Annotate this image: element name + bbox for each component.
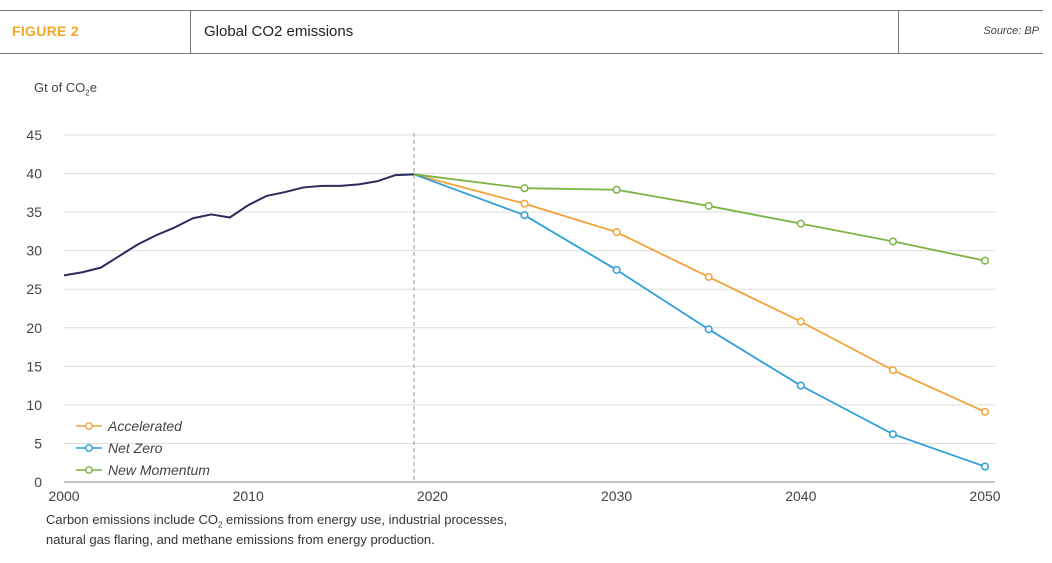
legend-label-new-momentum: New Momentum [108,462,210,478]
x-tick-label: 2050 [969,488,1000,504]
y-tick-labels: 0 5 10 15 20 25 30 35 40 45 [26,127,42,490]
data-point-net-zero [704,325,713,334]
x-tick-labels: 2000 2010 2020 2030 2040 2050 [48,488,1000,504]
data-series [63,173,990,471]
legend-swatch-net-zero [76,444,102,452]
legend-label-accelerated: Accelerated [108,418,182,434]
figure-label: FIGURE 2 [12,23,79,39]
legend-swatch-new-momentum [76,466,102,474]
data-point-new-momentum [612,185,621,194]
y-tick-label: 40 [26,166,42,182]
y-axis-unit-label: Gt of CO2e [34,80,97,98]
data-point-new-momentum [796,219,805,228]
x-tick-label: 2000 [48,488,79,504]
data-point-new-momentum [980,256,990,265]
figure-title: Global CO2 emissions [204,23,354,40]
data-point-accelerated [980,407,990,416]
figure-header: FIGURE 2 Global CO2 emissions Source: BP [0,10,1043,54]
data-point-accelerated [704,272,713,281]
data-point-accelerated [888,366,897,375]
legend-item-new-momentum: New Momentum [76,459,210,481]
data-point-new-momentum [888,237,897,246]
x-tick-label: 2030 [601,488,632,504]
series-line-net-zero [413,173,986,468]
y-tick-label: 35 [26,204,42,220]
legend: Accelerated Net Zero New Momentum [76,415,210,481]
header-divider [898,11,899,53]
header-divider [190,11,191,53]
data-point-net-zero [980,462,990,471]
y-tick-label: 30 [26,243,42,259]
data-point-net-zero [888,430,897,439]
figure-source: Source: BP [983,25,1039,37]
y-tick-label: 0 [34,474,42,490]
y-tick-label: 15 [26,358,42,374]
y-tick-label: 25 [26,281,42,297]
legend-swatch-accelerated [76,422,102,430]
x-tick-label: 2040 [785,488,816,504]
series-line-history [63,173,415,277]
y-tick-label: 45 [26,127,42,143]
data-point-net-zero [520,211,529,220]
data-point-net-zero [612,265,621,274]
data-point-net-zero [796,381,805,390]
legend-label-net-zero: Net Zero [108,440,163,456]
legend-item-net-zero: Net Zero [76,437,210,459]
data-point-accelerated [520,199,529,208]
y-tick-label: 10 [26,397,42,413]
y-tick-label: 5 [34,435,42,451]
x-tick-label: 2020 [417,488,448,504]
series-line-new-momentum [413,173,986,262]
series-line-accelerated [413,173,986,413]
chart-footnote: Carbon emissions include CO2 emissions f… [46,512,508,547]
data-point-new-momentum [520,184,529,193]
y-tick-label: 20 [26,320,42,336]
x-tick-label: 2010 [233,488,264,504]
data-point-new-momentum [704,201,713,210]
data-point-accelerated [796,317,805,326]
data-point-accelerated [612,228,621,237]
legend-item-accelerated: Accelerated [76,415,210,437]
gridlines [64,134,995,483]
